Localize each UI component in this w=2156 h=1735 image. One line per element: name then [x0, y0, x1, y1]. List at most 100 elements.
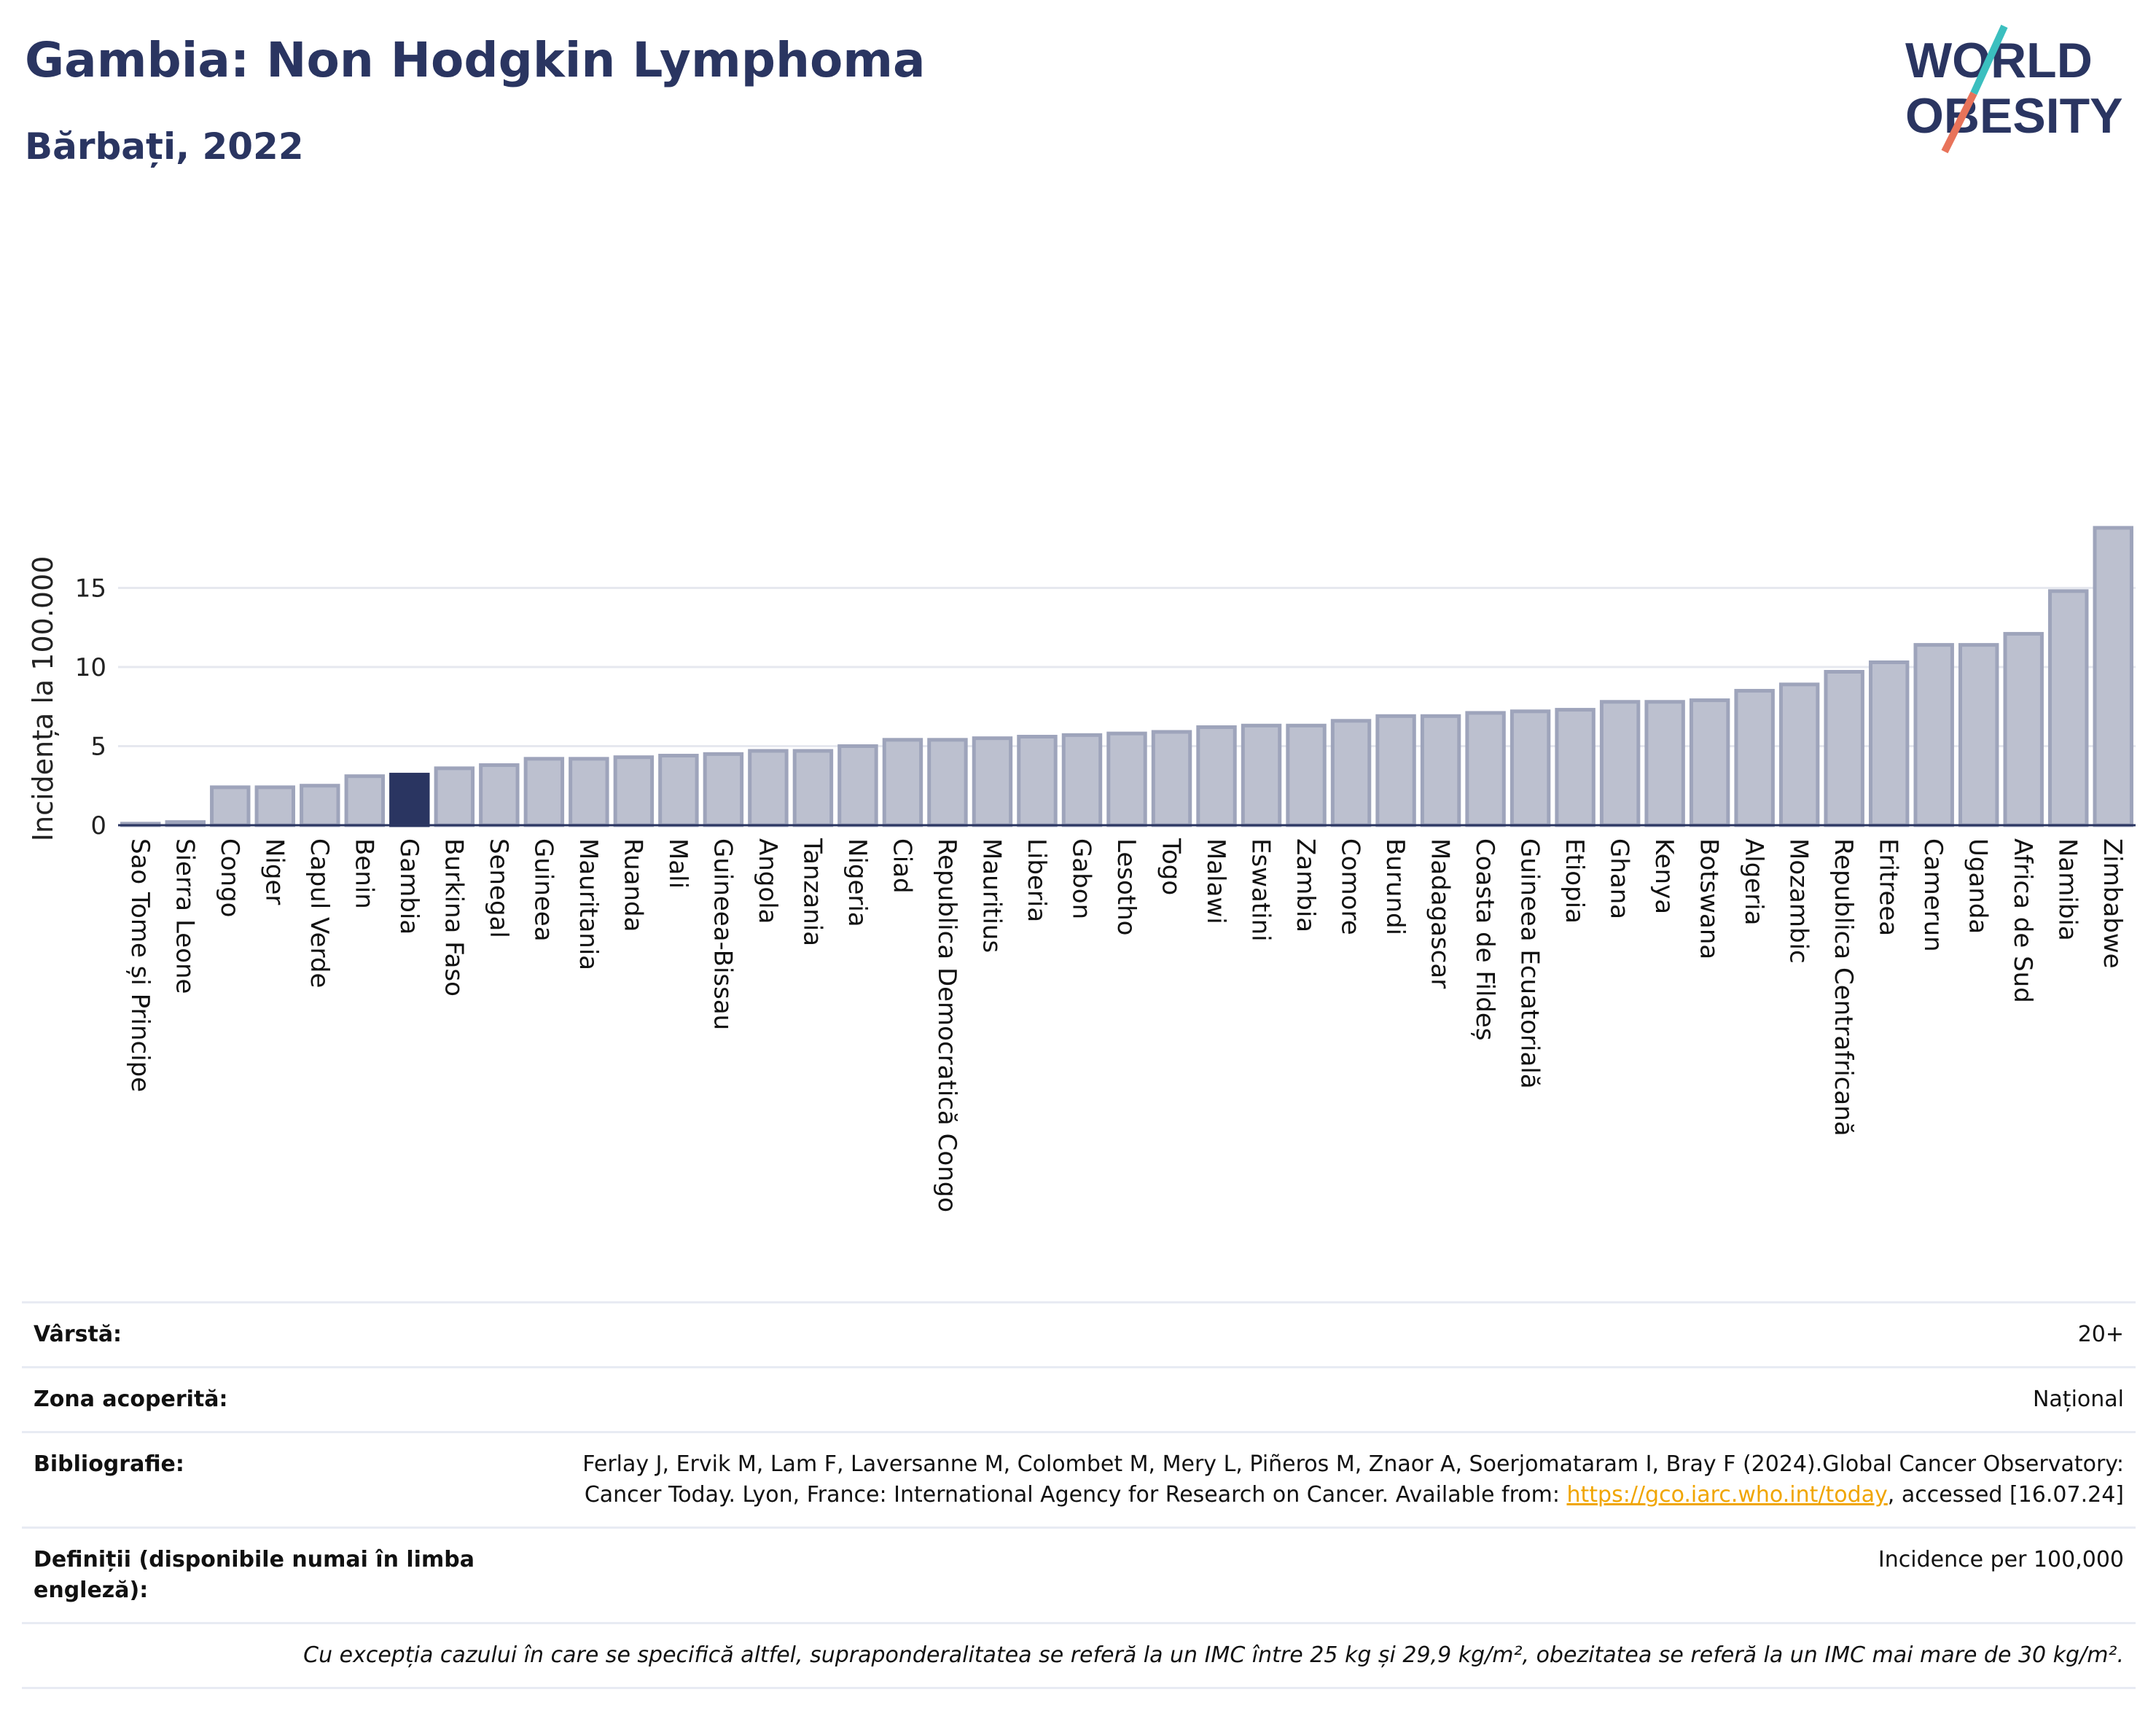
x-tick-label: Guineea Ecuatorială: [1515, 838, 1544, 1089]
x-tick-label: Africa de Sud: [2008, 838, 2037, 1003]
x-tick-label: Republica Centrafricană: [1829, 838, 1858, 1136]
chart-subtitle: Bărbați, 2022: [25, 125, 304, 168]
x-tick-label: Zambia: [1291, 838, 1320, 932]
bar: [1375, 714, 1416, 827]
bar-highlight: [389, 773, 430, 827]
definitions-label: Definiții (disponibile numai în limba en…: [22, 1527, 497, 1623]
y-tick-label: 15: [75, 574, 106, 604]
x-tick-label: Botswana: [1695, 838, 1724, 959]
x-tick-label: Sao Tome și Principe: [125, 838, 155, 1092]
y-tick-label: 0: [90, 811, 106, 841]
bar: [1330, 719, 1372, 827]
bar: [1420, 714, 1461, 827]
footnote: Cu excepția cazului în care se specifică…: [22, 1622, 2136, 1689]
x-tick-label: Tanzania: [797, 838, 827, 946]
x-tick-label: Republica Democratică Congo: [932, 838, 961, 1212]
x-tick-label: Gabon: [1066, 838, 1095, 919]
bibliography-accessed: , accessed [16.07.24]: [1887, 1482, 2124, 1508]
bar: [479, 763, 520, 827]
x-tick-label: Eswatini: [1246, 838, 1276, 942]
bibliography-text: Ferlay J, Ervik M, Lam F, Laversanne M, …: [582, 1451, 2124, 1508]
x-tick-label: Burkina Faso: [439, 838, 468, 997]
bar: [703, 752, 744, 827]
x-tick-label: Congo: [215, 838, 244, 917]
bar: [1196, 725, 1237, 827]
x-tick-label: Mali: [663, 838, 692, 889]
bar: [2048, 589, 2089, 827]
x-tick-label: Camerun: [1918, 838, 1948, 952]
chart-title: Gambia: Non Hodgkin Lymphoma: [25, 32, 926, 88]
x-tick-label: Coasta de Fildeș: [1470, 838, 1499, 1041]
x-tick-label: Malawi: [1201, 838, 1230, 924]
bar: [1644, 700, 1685, 827]
bibliography-label: Bibliografie:: [22, 1431, 497, 1528]
y-tick-label: 10: [75, 653, 106, 682]
bar: [1509, 709, 1551, 827]
bar: [1958, 643, 1999, 827]
x-tick-label: Gambia: [394, 838, 423, 935]
bibliography-value: Ferlay J, Ervik M, Lam F, Laversanne M, …: [497, 1431, 2136, 1528]
bar: [927, 738, 968, 827]
bar: [254, 785, 296, 827]
bar: [1151, 730, 1192, 827]
x-tick-label: Burundi: [1380, 838, 1410, 935]
x-tick-label: Capul Verde: [305, 838, 334, 988]
world-obesity-logo: WORLD OBESITY: [1905, 24, 2123, 154]
info-row-bibliography: Bibliografie: Ferlay J, Ervik M, Lam F, …: [22, 1431, 2136, 1528]
x-tick-label: Algeria: [1739, 838, 1768, 925]
x-tick-label: Senegal: [484, 838, 513, 938]
bar: [748, 749, 789, 827]
bar: [569, 757, 609, 827]
bar: [1465, 711, 1506, 827]
x-tick-label: Eritreea: [1874, 838, 1903, 936]
x-tick-label: Mauritania: [574, 838, 603, 970]
bar: [972, 736, 1013, 827]
x-tick-label: Nigeria: [843, 838, 872, 927]
x-tick-label: Ciad: [887, 838, 916, 894]
bar-chart: 0 5 10 15 Incidența la 100.000 Sao Tome și Pr…: [27, 526, 2136, 1212]
bar: [1778, 682, 1820, 827]
info-table: Vârstă: 20+ Zona acoperită: Național Bib…: [22, 1301, 2136, 1689]
bar: [1017, 734, 1058, 827]
bibliography-link[interactable]: https://gco.iarc.who.int/today: [1566, 1482, 1888, 1508]
x-tick-label: Angola: [753, 838, 782, 924]
bar: [1106, 731, 1147, 827]
bar: [344, 774, 386, 827]
x-tick-label: Ruanda: [618, 838, 647, 932]
info-row-note: Cu excepția cazului în care se specifică…: [22, 1622, 2136, 1689]
x-tick-label: Liberia: [1022, 838, 1051, 922]
bar: [1241, 723, 1282, 827]
x-tick-label: Ghana: [1605, 838, 1634, 919]
bar: [300, 784, 340, 827]
bar: [1913, 643, 1954, 827]
logo-word-obesity: OBESITY: [1905, 88, 2123, 144]
x-tick-label: Etiopia: [1560, 838, 1589, 924]
bar: [1286, 723, 1327, 827]
x-tick-label: Benin: [349, 838, 378, 909]
x-tick-label: Lesotho: [1112, 838, 1141, 935]
x-tick-label: Togo: [1157, 838, 1186, 895]
bar: [2093, 526, 2133, 827]
bar: [613, 755, 655, 827]
x-tick-label: Niger: [259, 838, 289, 905]
definitions-value: Incidence per 100,000: [497, 1527, 2136, 1623]
x-tick-label: Guineea-Bissau: [708, 838, 737, 1030]
x-tick-label: Madagascar: [1426, 838, 1455, 989]
logo-slash-teal: [1970, 24, 2008, 95]
x-tick-label: Mozambic: [1784, 838, 1813, 964]
bar: [837, 744, 878, 827]
y-tick-label: 5: [90, 733, 106, 762]
logo-slash-coral: [1941, 91, 1977, 154]
y-axis-label: Incidența la 100.000: [27, 556, 59, 842]
bar: [1555, 708, 1595, 827]
x-tick-label: Guineea: [528, 838, 558, 942]
info-row-age: Vârstă: 20+: [22, 1301, 2136, 1368]
x-tick-label: Mauritius: [977, 838, 1006, 953]
info-row-coverage: Zona acoperită: Național: [22, 1366, 2136, 1432]
bar: [210, 785, 251, 827]
x-tick-label: Kenya: [1649, 838, 1679, 914]
bar: [658, 754, 699, 827]
x-tick-label: Uganda: [1964, 838, 1993, 934]
bar: [882, 738, 923, 827]
x-tick-label: Zimbabwe: [2098, 838, 2127, 969]
